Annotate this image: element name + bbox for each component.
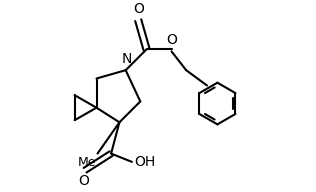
Text: O: O bbox=[79, 174, 89, 188]
Text: O: O bbox=[166, 33, 177, 47]
Text: Me: Me bbox=[77, 156, 96, 169]
Text: OH: OH bbox=[134, 155, 155, 169]
Text: N: N bbox=[122, 52, 132, 66]
Text: O: O bbox=[133, 2, 144, 16]
